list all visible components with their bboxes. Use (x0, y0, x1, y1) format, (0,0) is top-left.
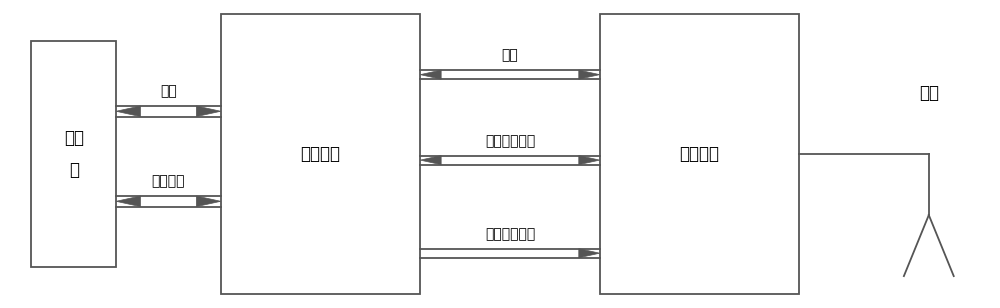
Polygon shape (116, 106, 141, 117)
Bar (600, 14, 799, 294)
Polygon shape (579, 249, 600, 258)
Polygon shape (420, 156, 441, 165)
Text: 天线: 天线 (919, 84, 939, 102)
Polygon shape (196, 106, 221, 117)
Text: 上位
机: 上位 机 (64, 129, 84, 179)
Text: 射频开关控制: 射频开关控制 (485, 227, 535, 241)
Polygon shape (579, 156, 600, 165)
Text: 射频参数配置: 射频参数配置 (485, 134, 535, 148)
Text: 系统配置: 系统配置 (152, 174, 185, 188)
Polygon shape (579, 70, 600, 79)
Polygon shape (420, 70, 441, 79)
Bar (221, 14, 420, 294)
Text: 基带模块: 基带模块 (300, 145, 340, 163)
Text: 数据: 数据 (160, 84, 177, 98)
Polygon shape (196, 196, 221, 207)
Text: 射频模块: 射频模块 (679, 145, 719, 163)
Polygon shape (116, 196, 141, 207)
Bar (31, 41, 116, 267)
Text: 数据: 数据 (502, 48, 518, 63)
